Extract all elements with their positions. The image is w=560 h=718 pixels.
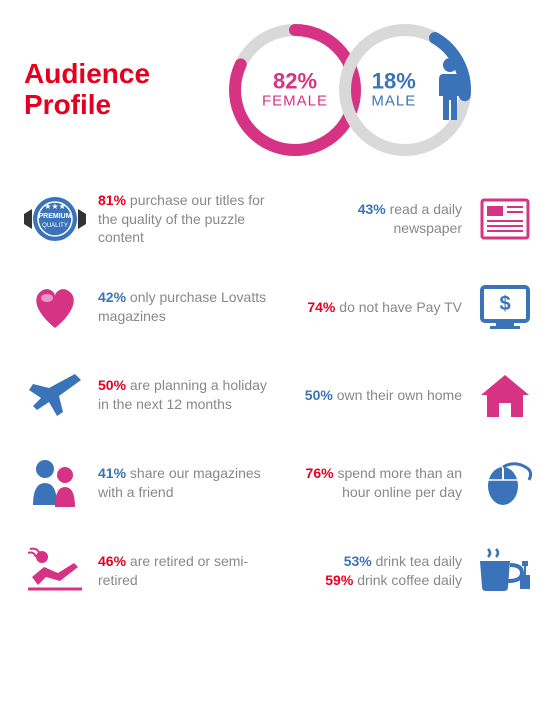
tv-icon: $ <box>474 276 536 338</box>
badge-icon: PREMIUM QUALITY ★★★ <box>24 188 86 250</box>
stat-desc: do not have Pay TV <box>339 299 462 315</box>
stat-pct: 43% <box>358 201 390 217</box>
stat-text: 74% do not have Pay TV <box>290 298 462 317</box>
stat-pct: 76% <box>306 465 338 481</box>
svg-text:★★★: ★★★ <box>44 202 66 211</box>
stat-text: 46% are retired or semi-retired <box>98 552 270 590</box>
stats-grid: PREMIUM QUALITY ★★★ 81% purchase our titles… <box>24 184 536 606</box>
male-pct: 18% <box>371 70 416 94</box>
stat-item: 76% spend more than an hour online per d… <box>290 448 536 518</box>
stat-pct: 41% <box>98 465 130 481</box>
male-icon <box>433 56 467 124</box>
stat-desc: spend more than an hour online per day <box>337 465 462 500</box>
stat-desc: drink tea daily <box>376 553 462 569</box>
svg-text:PREMIUM: PREMIUM <box>38 213 71 220</box>
stat-item: 46% are retired or semi-retired <box>24 536 270 606</box>
people-icon <box>24 452 86 514</box>
male-text: MALE <box>371 94 416 111</box>
stat-text: 41% share our magazines with a friend <box>98 464 270 502</box>
stat-item: 41% share our magazines with a friend <box>24 448 270 518</box>
stat-pct: 42% <box>98 289 130 305</box>
stat-text: 76% spend more than an hour online per d… <box>290 464 462 502</box>
stat-text: 50% own their own home <box>290 386 462 405</box>
stat-text: 53% drink tea daily 59% drink coffee dail… <box>290 552 462 590</box>
female-text: FEMALE <box>262 94 328 111</box>
mouse-icon <box>474 452 536 514</box>
stat-item: 50% are planning a holiday in the next 1… <box>24 360 270 430</box>
cup-icon <box>474 540 536 602</box>
stat-pct: 59% <box>325 572 357 588</box>
svg-text:QUALITY: QUALITY <box>42 223 68 229</box>
stat-item: 53% drink tea daily 59% drink coffee dail… <box>290 536 536 606</box>
stat-desc: drink coffee daily <box>357 572 462 588</box>
stat-item: $74% do not have Pay TV <box>290 272 536 342</box>
page-title: Audience Profile <box>24 59 164 121</box>
house-icon <box>474 364 536 426</box>
male-ring: 18% MALE <box>335 20 475 160</box>
stat-pct: 74% <box>307 299 339 315</box>
stat-pct: 50% <box>305 387 337 403</box>
male-label: 18% MALE <box>371 70 416 111</box>
stat-text: 50% are planning a holiday in the next 1… <box>98 376 270 414</box>
stat-text: 42% only purchase Lovatts magazines <box>98 288 270 326</box>
stat-pct: 50% <box>98 377 130 393</box>
stat-pct: 46% <box>98 553 130 569</box>
recline-icon <box>24 540 86 602</box>
heart-icon <box>24 276 86 338</box>
newspaper-icon <box>474 188 536 250</box>
stat-pct: 81% <box>98 192 130 208</box>
stat-desc: read a daily newspaper <box>390 201 462 236</box>
stat-pct: 53% <box>344 553 376 569</box>
infographic-container: Audience Profile 82% FEMALE <box>0 0 560 626</box>
female-label: 82% FEMALE <box>262 70 328 111</box>
plane-icon <box>24 364 86 426</box>
stat-item: 50% own their own home <box>290 360 536 430</box>
gender-rings: 82% FEMALE 18% MALE <box>164 20 536 160</box>
svg-text:$: $ <box>499 293 510 315</box>
stat-item: PREMIUM QUALITY ★★★ 81% purchase our titles… <box>24 184 270 254</box>
stat-item: 43% read a daily newspaper <box>290 184 536 254</box>
stat-text: 43% read a daily newspaper <box>290 200 462 238</box>
stat-desc: own their own home <box>337 387 462 403</box>
female-pct: 82% <box>262 70 328 94</box>
stat-text: 81% purchase our titles for the quality … <box>98 191 270 248</box>
header-row: Audience Profile 82% FEMALE <box>24 20 536 160</box>
stat-item: 42% only purchase Lovatts magazines <box>24 272 270 342</box>
